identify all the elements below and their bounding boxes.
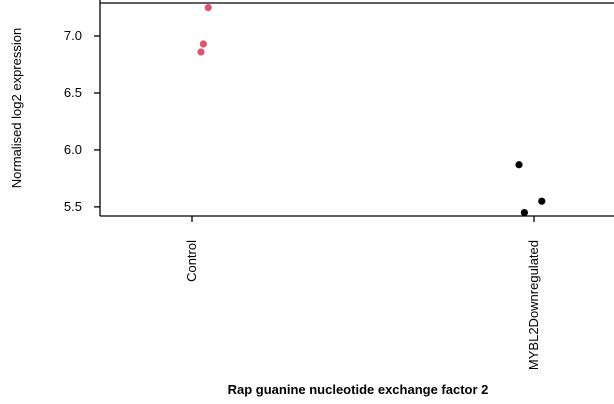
x-axis: Control MYBL2Downregulated	[184, 216, 541, 370]
y-axis-title: Normalised log2 expression	[9, 28, 24, 188]
data-point	[520, 208, 529, 217]
y-tick-label: 6.0	[64, 142, 82, 157]
data-point	[538, 197, 546, 205]
x-tick-label: MYBL2Downregulated	[526, 240, 541, 370]
data-point	[204, 3, 212, 12]
x-axis-title: Rap guanine nucleotide exchange factor 2	[228, 382, 489, 397]
plot-frame	[99, 0, 614, 217]
y-tick-label: 7.0	[64, 28, 82, 43]
data-point	[515, 161, 523, 169]
data-point	[197, 48, 205, 56]
x-tick-label: Control	[184, 240, 199, 282]
y-axis: 5.5 6.0 6.5 7.0	[64, 28, 100, 214]
y-tick-label: 5.5	[64, 199, 82, 214]
data-points	[197, 3, 546, 217]
y-tick-label: 6.5	[64, 85, 82, 100]
data-point	[199, 40, 207, 48]
